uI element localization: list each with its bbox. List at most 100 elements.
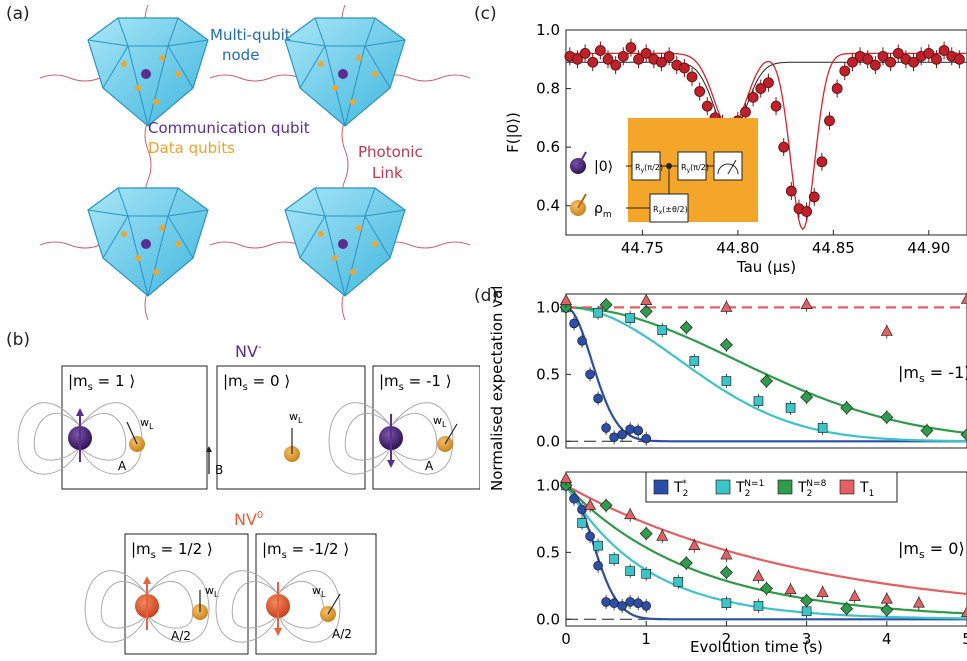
data-point-d (609, 598, 619, 609)
data-point-d (753, 396, 764, 406)
svg-text:wL: wL (312, 584, 326, 599)
state-box-ms-1: |ms = -1 ⟩ wL A (328, 365, 480, 490)
data-point-d (641, 568, 651, 579)
data-point-c (617, 50, 629, 62)
data-point-d (633, 425, 643, 436)
legend-swatch (715, 479, 731, 495)
comm-qubit-label: Communication qubit (148, 119, 310, 137)
svg-text:A: A (118, 459, 127, 473)
data-point-c (808, 191, 820, 203)
legend-swatch (653, 479, 669, 495)
data-point-d (641, 433, 651, 444)
data-point-c (663, 50, 675, 62)
data-point-c (938, 45, 950, 56)
data-point-d (593, 393, 603, 404)
data-point-c (579, 48, 591, 59)
photonic-label-2: Link (372, 164, 403, 182)
svg-text:|ms = -1/2 ⟩: |ms = -1/2 ⟩ (262, 540, 349, 561)
data-point-c (572, 53, 583, 65)
state-box-ms0: |ms = 0 ⟩ wL B (206, 365, 366, 490)
state-label-bottom: |ms = 0⟩ (898, 539, 965, 561)
xlabel-c: Tau (μs) (736, 258, 796, 276)
data-point-c (816, 156, 828, 168)
ytick-label-c: 0.8 (536, 80, 560, 98)
legend-label: T2* (673, 479, 688, 499)
data-point-d (585, 531, 595, 542)
panel-a-diagram: Multi-qubit node Communication qubit Dat… (39, 4, 471, 321)
svg-text:A/2: A/2 (332, 627, 352, 641)
data-point-d (609, 432, 619, 443)
node-label-2: node (222, 46, 259, 64)
data-point-d (719, 566, 733, 579)
fit-curve-bottom (565, 484, 967, 620)
data-point-d (800, 390, 814, 404)
data-point-d (599, 499, 613, 512)
data-point-c (923, 48, 935, 59)
svg-text:wL: wL (289, 410, 303, 425)
data-point-c (755, 83, 767, 94)
data-point-d (673, 577, 684, 587)
xtick-label-d: 3 (802, 630, 812, 648)
data-point-c (610, 59, 622, 71)
data-point-c (824, 115, 835, 127)
data-point-c (625, 42, 637, 53)
data-point-c (640, 48, 652, 59)
ytick-label-c: 0.6 (536, 138, 560, 156)
svg-text:Rx(±θ/2): Rx(±θ/2) (653, 205, 688, 216)
legend-d: T2* T2N=1 T2N=8 T1 (645, 471, 898, 503)
ytick-label-c: 0.4 (536, 197, 560, 215)
ylabel-d: Normalised expectation value (488, 286, 506, 491)
data-point-c (678, 62, 690, 74)
xtick-label-d: 2 (722, 630, 732, 648)
data-point-d (624, 508, 637, 520)
data-point-c (594, 45, 606, 56)
data-point-d (559, 294, 573, 305)
panel-label-c: (c) (474, 4, 497, 24)
data-point-d (720, 300, 733, 312)
data-point-d (752, 569, 765, 581)
plot-frame-c (565, 29, 967, 236)
data-point-d (593, 307, 603, 318)
svg-text:Ry(π/2): Ry(π/2) (681, 163, 709, 174)
data-point-d (601, 423, 611, 433)
data-point-d (640, 294, 653, 305)
data-point-c (831, 83, 843, 94)
data-point-d (679, 556, 693, 570)
data-point-c (892, 48, 904, 59)
data-point-d (960, 605, 967, 617)
data-point-d (625, 597, 635, 607)
data-point-d (569, 318, 579, 329)
data-point-c (763, 77, 774, 89)
data-point-d (960, 428, 967, 442)
data-point-d (840, 401, 854, 415)
ytick-label-c: 1.0 (536, 21, 560, 39)
xtick-label-d: 1 (641, 630, 651, 648)
state-box-ms-half: |ms = 1/2 ⟩ wL A/2 (84, 533, 249, 655)
state-label-top: |ms = -1⟩ (898, 363, 967, 385)
svg-text:|ms = 0 ⟩: |ms = 0 ⟩ (223, 372, 290, 393)
data-point-d (641, 601, 651, 611)
data-point-c (885, 56, 897, 68)
svg-text:A: A (425, 459, 434, 473)
data-point-d (656, 529, 669, 541)
data-point-d (880, 410, 894, 424)
ylabel-c: F(|0⟩) (504, 112, 522, 153)
svg-text:|ms = -1 ⟩: |ms = -1 ⟩ (379, 372, 452, 393)
data-point-d (800, 594, 814, 607)
data-point-c (694, 86, 706, 97)
svg-text:|ms = 1 ⟩: |ms = 1 ⟩ (68, 372, 135, 393)
data-point-d (688, 539, 701, 550)
data-point-d (920, 424, 934, 438)
data-point-c (847, 56, 858, 68)
node-gem-4 (284, 187, 406, 297)
svg-text:B: B (215, 463, 223, 477)
plot-frame-d-top (565, 293, 967, 449)
panel-label-b: (b) (6, 330, 31, 350)
data-point-d (585, 369, 595, 380)
svg-text:wL: wL (140, 416, 154, 431)
data-point-c (747, 91, 759, 103)
fit-curve-black (566, 61, 967, 136)
panel-label-a: (a) (6, 4, 30, 24)
svg-text:wL: wL (205, 584, 219, 599)
data-point-d (817, 423, 828, 433)
